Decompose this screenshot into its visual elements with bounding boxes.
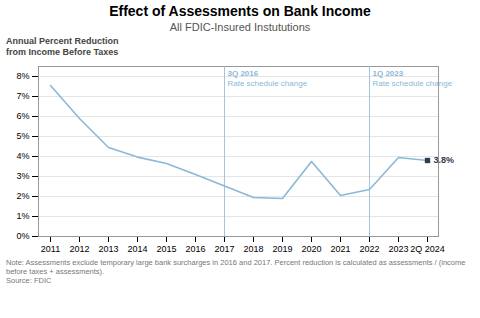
html-text:Source: FDIC: Source: FDIC — [6, 276, 52, 285]
svg-text:2012: 2012 — [69, 244, 89, 254]
svg-text:2021: 2021 — [330, 244, 350, 254]
svg-text:Rate schedule change: Rate schedule change — [373, 79, 453, 88]
svg-text:8%: 8% — [16, 71, 29, 81]
svg-text:3Q 2016: 3Q 2016 — [228, 69, 259, 78]
svg-text:1%: 1% — [16, 211, 29, 221]
svg-text:2011: 2011 — [41, 244, 60, 254]
svg-text:1Q 2023: 1Q 2023 — [373, 69, 404, 78]
svg-text:2023: 2023 — [388, 244, 408, 254]
svg-text:2022: 2022 — [359, 244, 379, 254]
html-text:from Income Before Taxes: from Income Before Taxes — [6, 47, 119, 57]
svg-text:2015: 2015 — [156, 244, 176, 254]
svg-text:0%: 0% — [16, 231, 29, 241]
svg-text:4%: 4% — [16, 151, 29, 161]
svg-text:3%: 3% — [16, 171, 29, 181]
svg-text:2016: 2016 — [185, 244, 205, 254]
html-text:All FDIC-Insured Instututions: All FDIC-Insured Instututions — [169, 21, 311, 33]
html-text:Note: Assessments exclude temp: Note: Assessments exclude temporary larg… — [6, 258, 466, 276]
svg-text:6%: 6% — [16, 111, 29, 121]
svg-text:5%: 5% — [16, 131, 29, 141]
html-text:Effect of Assessments on Bank: Effect of Assessments on Bank Income — [109, 3, 371, 19]
svg-text:2%: 2% — [16, 191, 29, 201]
svg-text:2018: 2018 — [243, 244, 263, 254]
svg-text:3.8%: 3.8% — [434, 155, 455, 165]
svg-text:Rate schedule change: Rate schedule change — [228, 79, 308, 88]
svg-text:2Q 2024: 2Q 2024 — [410, 244, 445, 254]
svg-text:2013: 2013 — [98, 244, 118, 254]
svg-text:2019: 2019 — [272, 244, 292, 254]
svg-text:7%: 7% — [16, 91, 29, 101]
svg-text:2020: 2020 — [301, 244, 321, 254]
svg-text:2017: 2017 — [214, 244, 234, 254]
html-text:Annual Percent Reduction: Annual Percent Reduction — [6, 36, 119, 46]
svg-text:2014: 2014 — [127, 244, 147, 254]
